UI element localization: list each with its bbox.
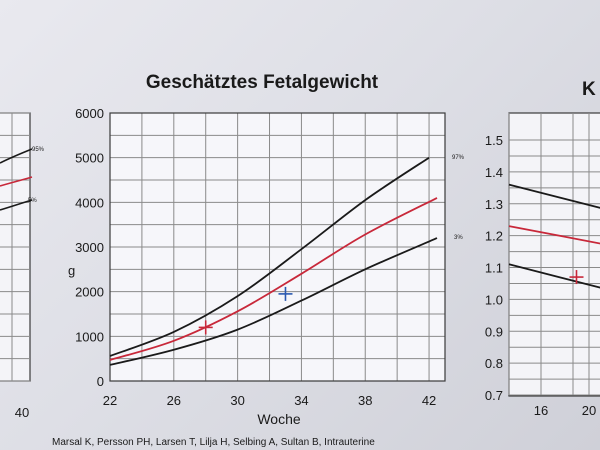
right-y-tick-1.4: 1.4 — [485, 165, 503, 180]
x-tick-labels: 22 26 30 34 38 42 — [103, 393, 437, 408]
growth-curves — [109, 156, 438, 366]
y-tick-1000: 1000 — [75, 329, 104, 344]
right-y-tick-labels: 0.7 0.8 0.9 1.0 1.1 1.2 1.3 1.4 1.5 — [485, 133, 503, 403]
right-x-tick-16: 16 — [534, 403, 548, 418]
right-curves — [508, 183, 600, 289]
right-y-tick-0.9: 0.9 — [485, 324, 503, 339]
right-median-curve — [508, 225, 600, 245]
right-x-tick-20: 20 — [582, 403, 596, 418]
marker-2 — [278, 286, 293, 301]
right-lower-curve — [508, 263, 600, 289]
left-x-tick: 40 — [15, 405, 29, 420]
left-pct-label-upper: 95% — [32, 147, 45, 153]
right-upper-curve — [508, 183, 600, 209]
right-y-tick-1.2: 1.2 — [485, 229, 503, 244]
main-chart: Geschätztes Fetalgewicht 0 1000 2000 3000 40… — [68, 72, 465, 427]
y-tick-0: 0 — [97, 374, 104, 389]
x-tick-30: 30 — [230, 393, 244, 408]
left-lower-curve — [0, 199, 33, 211]
curve-97th-percentile — [109, 156, 430, 357]
left-partial-chart: 95% 5% 40 — [0, 112, 45, 420]
x-tick-26: 26 — [167, 393, 181, 408]
right-chart-grid — [508, 113, 600, 396]
x-axis-label: Woche — [257, 411, 301, 427]
x-tick-22: 22 — [103, 393, 117, 408]
y-tick-2000: 2000 — [75, 285, 104, 300]
right-y-tick-1.1: 1.1 — [485, 261, 503, 276]
measurement-markers — [198, 286, 293, 335]
plot-frame — [109, 112, 446, 382]
right-y-tick-1.5: 1.5 — [485, 133, 503, 148]
left-chart-grid — [0, 112, 30, 382]
y-tick-5000: 5000 — [75, 151, 104, 166]
right-plot-area — [508, 112, 600, 397]
x-tick-42: 42 — [422, 393, 436, 408]
marker-1 — [198, 320, 213, 335]
y-tick-3000: 3000 — [75, 240, 104, 255]
right-partial-chart: K 0.7 0.8 0.9 1.0 1.1 1.2 1.3 1.4 1.5 16 20 — [485, 79, 600, 418]
curve-3rd-percentile — [109, 237, 438, 366]
right-measurement-markers — [569, 270, 584, 285]
right-y-tick-0.7: 0.7 — [485, 388, 503, 403]
x-tick-34: 34 — [294, 393, 308, 408]
pct-label-97: 97% — [452, 155, 465, 161]
right-y-tick-1: 1.0 — [485, 292, 503, 307]
y-tick-4000: 4000 — [75, 195, 104, 210]
x-tick-38: 38 — [358, 393, 372, 408]
y-tick-6000: 6000 — [75, 106, 104, 121]
chart-title: Geschätztes Fetalgewicht — [146, 72, 379, 93]
left-pct-label-lower: 5% — [28, 198, 37, 204]
right-marker-1 — [569, 270, 584, 285]
left-upper-curve — [0, 148, 33, 164]
right-chart-title-fragment: K — [582, 79, 596, 100]
right-y-tick-0.8: 0.8 — [485, 356, 503, 371]
y-axis-label: g — [68, 263, 75, 278]
y-tick-labels: 0 1000 2000 3000 4000 5000 6000 — [75, 106, 104, 389]
curve-median — [109, 197, 438, 361]
right-y-tick-1.3: 1.3 — [485, 197, 503, 212]
citation-text: Marsal K, Persson PH, Larsen T, Lilja H,… — [52, 437, 375, 448]
left-median-curve — [0, 176, 33, 187]
pct-label-3: 3% — [454, 235, 463, 241]
